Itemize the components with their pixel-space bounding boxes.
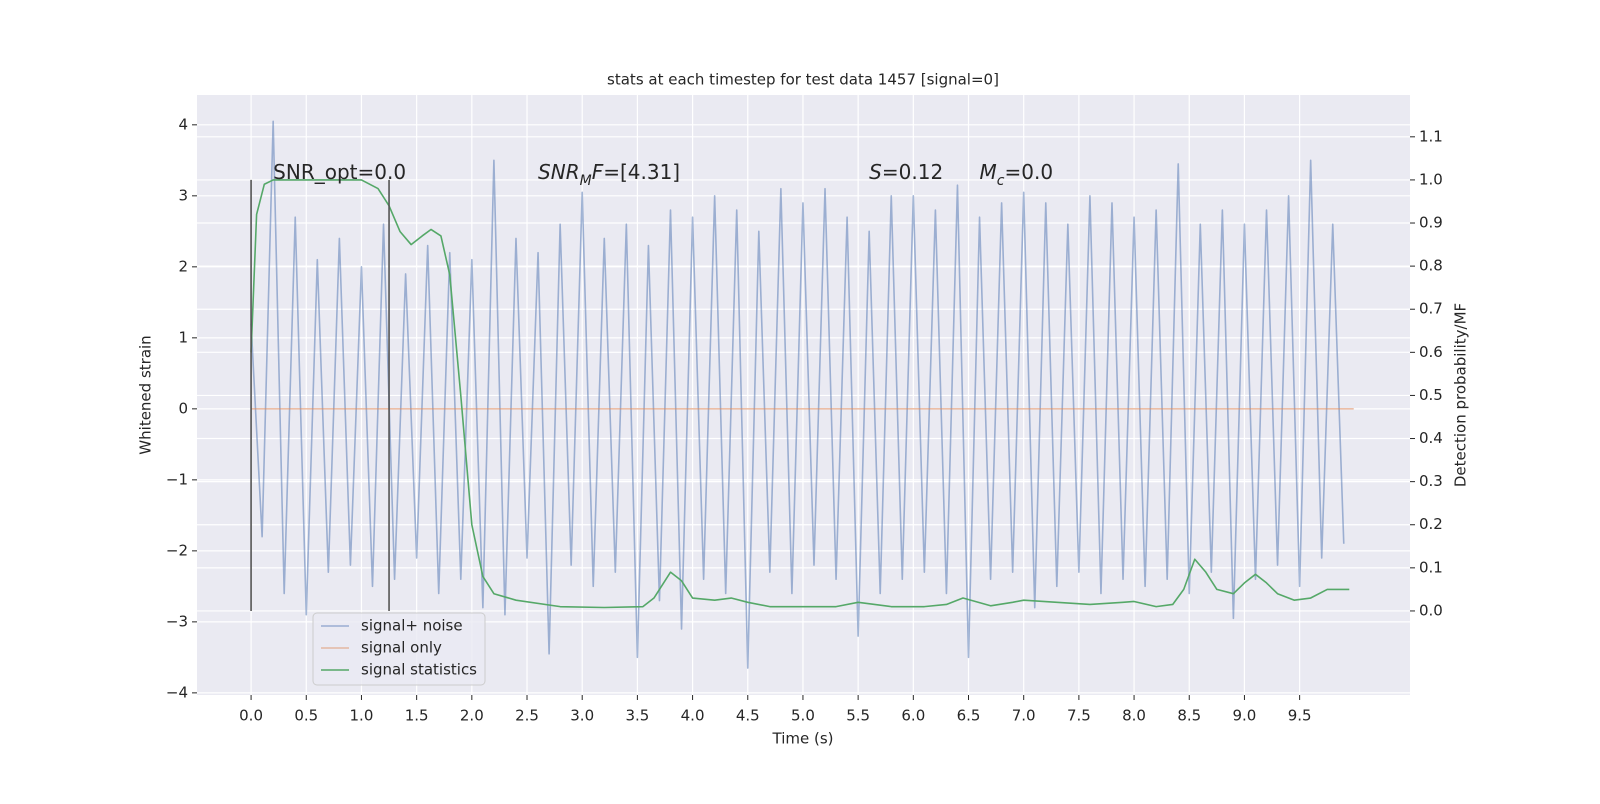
y-tick-label: 0 (178, 399, 188, 417)
annotation-part: =[4.31] (603, 160, 680, 184)
annotation: SNR_opt=0.0 (273, 160, 406, 184)
y-tick-label: −2 (166, 541, 188, 559)
y2-tick-label: 0.8 (1419, 257, 1443, 275)
annotation-part: SNR_opt=0.0 (273, 160, 406, 184)
x-tick-label: 9.0 (1233, 707, 1257, 725)
annotation-part: S (869, 160, 882, 184)
y2-tick-label: 1.1 (1419, 127, 1443, 145)
y-tick-label: 1 (178, 328, 188, 346)
annotation-part: M (980, 160, 997, 184)
annotation-part: =0.0 (1005, 160, 1054, 184)
annotation-part: SNR (538, 160, 580, 184)
y-axis-label: Whitened strain (137, 335, 155, 454)
x-axis-label: Time (s) (772, 730, 834, 748)
y2-axis-label: Detection probability/MF (1452, 303, 1470, 487)
annotation: SNRMF=[4.31] (538, 160, 680, 190)
x-tick-label: 8.0 (1122, 707, 1146, 725)
x-tick-label: 5.5 (846, 707, 870, 725)
y-tick-label: 2 (178, 257, 188, 275)
y2-tick-label: 0.5 (1419, 386, 1443, 404)
y-tick-label: −4 (166, 683, 188, 701)
legend-label: signal statistics (361, 661, 477, 679)
annotation: Mc=0.0 (980, 160, 1054, 190)
x-tick-label: 1.0 (350, 707, 374, 725)
y2-tick-label: 0.1 (1419, 558, 1443, 576)
x-tick-label: 5.0 (791, 707, 815, 725)
x-tick-label: 4.5 (736, 707, 760, 725)
legend-label: signal+ noise (361, 617, 463, 635)
x-tick-label: 2.5 (515, 707, 539, 725)
x-tick-label: 3.0 (570, 707, 594, 725)
x-tick-label: 7.5 (1067, 707, 1091, 725)
y-tick-label: −3 (166, 612, 188, 630)
x-tick-label: 6.5 (957, 707, 981, 725)
legend-label: signal only (361, 639, 442, 657)
y-tick-label: −1 (166, 470, 188, 488)
annotation-part: F (592, 160, 604, 184)
x-tick-label: 1.5 (405, 707, 429, 725)
x-tick-label: 9.5 (1288, 707, 1312, 725)
x-tick-label: 2.0 (460, 707, 484, 725)
y2-tick-label: 0.3 (1419, 472, 1443, 490)
x-tick-label: 0.5 (294, 707, 318, 725)
annotation-part: M (580, 173, 592, 189)
x-tick-label: 3.5 (625, 707, 649, 725)
annotation-part: c (997, 173, 1005, 189)
y2-tick-label: 0.9 (1419, 214, 1443, 232)
y2-tick-label: 0.2 (1419, 515, 1443, 533)
annotation-part: =0.12 (882, 160, 943, 184)
y2-tick-label: 0.0 (1419, 601, 1443, 619)
x-tick-label: 7.0 (1012, 707, 1036, 725)
series-line (250, 120, 1345, 669)
y2-tick-label: 0.6 (1419, 343, 1443, 361)
series-line (250, 179, 1350, 609)
legend-box (312, 612, 486, 686)
chart-title: stats at each timestep for test data 145… (607, 71, 999, 89)
x-tick-label: 4.0 (681, 707, 705, 725)
x-tick-label: 0.0 (239, 707, 263, 725)
y-tick-label: 3 (178, 186, 188, 204)
x-tick-label: 8.5 (1177, 707, 1201, 725)
legend: signal+ noise signal only signal statistic… (312, 612, 486, 686)
y-tick-label: 4 (178, 115, 188, 133)
y2-tick-label: 1.0 (1419, 170, 1443, 188)
x-tick-label: 6.0 (901, 707, 925, 725)
y2-tick-label: 0.7 (1419, 300, 1443, 318)
y2-tick-label: 0.4 (1419, 429, 1443, 447)
annotation: S=0.12 (869, 160, 943, 184)
